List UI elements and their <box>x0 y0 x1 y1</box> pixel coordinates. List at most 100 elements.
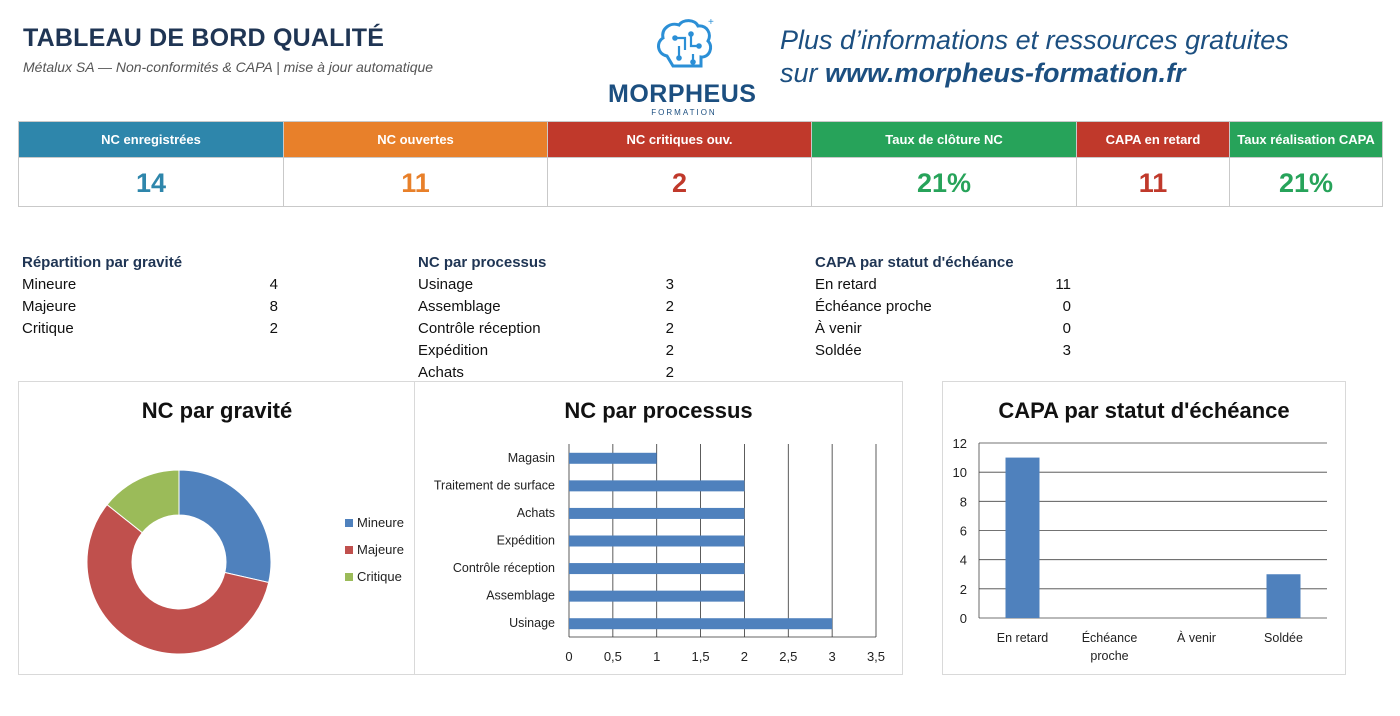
summary-row: Critique 2 <box>22 318 278 340</box>
summary-row: Expédition 2 <box>418 340 674 362</box>
panel-processus: NC par processus 0 0,5 1 1,5 2 2,5 3 3,5 Usinage… <box>414 381 903 675</box>
x-category-label: En retard <box>997 631 1048 645</box>
summary-label: Assemblage <box>418 298 501 315</box>
kpi-nc-enregistrees: NC enregistrées 14 <box>19 122 284 206</box>
promo-text: Plus d’informations et ressources gratui… <box>780 24 1289 90</box>
y-category-label: Achats <box>517 506 555 520</box>
bar-4 <box>569 507 745 519</box>
summary-row: Usinage 3 <box>418 274 674 296</box>
summary-label: Expédition <box>418 342 489 359</box>
brand-logo[interactable]: + MORPHEUS FORMATION <box>608 16 768 117</box>
summary-label: Achats <box>418 364 464 381</box>
chart-processus: 0 0,5 1 1,5 2 2,5 3 3,5 Usinage Assemblage Contrôl… <box>434 444 885 664</box>
x-tick-label: 2,5 <box>779 649 797 664</box>
kpi-value: 21% <box>1230 157 1382 206</box>
summary-label: Mineure <box>22 276 77 293</box>
x-tick-label: 2 <box>741 649 748 664</box>
summary-value: 8 <box>269 298 278 315</box>
bar-0 <box>569 618 833 630</box>
donut-slice-mineure <box>178 469 272 584</box>
kpi-label: NC critiques ouv. <box>548 122 811 157</box>
legend-swatch <box>345 573 353 581</box>
summary-value: 4 <box>269 276 278 293</box>
promo-line-2: sur www.morpheus-formation.fr <box>780 57 1289 90</box>
page-subtitle: Métalux SA — Non-conformités & CAPA | mi… <box>23 59 434 75</box>
donut-slice-critique <box>106 469 180 534</box>
kpi-row: NC enregistrées 14 NC ouvertes 11 NC cri… <box>18 121 1383 207</box>
kpi-value: 14 <box>19 157 283 206</box>
chart-title: CAPA par statut d'échéance <box>998 398 1290 423</box>
legend-label: Critique <box>357 569 402 584</box>
summary-processus: NC par processus Usinage 3 Assemblage 2 Co… <box>418 252 674 384</box>
summary-value: 2 <box>665 320 674 337</box>
summary-label: Usinage <box>418 276 474 293</box>
kpi-value: 11 <box>284 157 547 206</box>
svg-text:+: + <box>708 17 714 28</box>
page-title: TABLEAU DE BORD QUALITÉ <box>23 24 385 52</box>
summary-label: Contrôle réception <box>418 320 541 337</box>
brand-subtitle: FORMATION <box>651 108 717 117</box>
brain-circuit-icon: + <box>657 17 714 68</box>
promo-url-link[interactable]: www.morpheus-formation.fr <box>825 58 1186 88</box>
summary-row: Contrôle réception 2 <box>418 318 674 340</box>
summary-label: À venir <box>815 320 862 337</box>
kpi-nc-critiques: NC critiques ouv. 2 <box>548 122 812 206</box>
x-tick-label: 1 <box>653 649 660 664</box>
summary-gravite: Répartition par gravité Mineure 4 Majeure… <box>22 252 278 340</box>
y-category-label: Expédition <box>497 534 555 548</box>
promo-line-1: Plus d’informations et ressources gratui… <box>780 25 1289 55</box>
summary-value: 3 <box>665 276 674 293</box>
y-tick-label: 4 <box>960 553 967 568</box>
summary-value: 2 <box>665 298 674 315</box>
summary-value: 0 <box>1062 320 1071 337</box>
x-tick-label: 1,5 <box>692 649 710 664</box>
panel-gravite: NC par gravité Mineure Majeure Critique <box>18 381 416 675</box>
y-category-label: Usinage <box>509 616 555 630</box>
summary-row: En retard 11 <box>815 274 1071 296</box>
kpi-label: NC ouvertes <box>284 122 547 157</box>
x-category-label: Soldée <box>1264 631 1303 645</box>
legend-swatch <box>345 546 353 554</box>
bar-6 <box>569 452 657 464</box>
summary-value: 11 <box>1055 276 1071 293</box>
brand-name: MORPHEUS <box>608 80 757 108</box>
y-tick-label: 0 <box>960 611 967 626</box>
y-tick-label: 2 <box>960 582 967 597</box>
promo-prefix: sur <box>780 58 826 88</box>
chart-gravite: Mineure Majeure Critique <box>86 469 404 655</box>
kpi-value: 21% <box>812 157 1076 206</box>
summary-label: En retard <box>815 276 877 293</box>
summary-value: 0 <box>1062 298 1071 315</box>
legend-label: Mineure <box>357 515 404 530</box>
kpi-nc-ouvertes: NC ouvertes 11 <box>284 122 548 206</box>
y-category-label: Contrôle réception <box>453 561 555 575</box>
legend-label: Majeure <box>357 542 404 557</box>
bar-3 <box>569 535 745 547</box>
summary-title: Répartition par gravité <box>22 254 183 271</box>
summary-title: NC par processus <box>418 254 547 271</box>
kpi-taux-cloture: Taux de clôture NC 21% <box>812 122 1077 206</box>
y-category-label: Magasin <box>508 451 555 465</box>
x-tick-label: 3,5 <box>867 649 885 664</box>
summary-row: Soldée 3 <box>815 340 1071 362</box>
summary-row: Échéance proche 0 <box>815 296 1071 318</box>
x-tick-label: 3 <box>829 649 836 664</box>
kpi-capa-retard: CAPA en retard 11 <box>1077 122 1230 206</box>
bar-1 <box>569 590 745 602</box>
chart-capa: 0 2 4 6 8 10 12 En retard Échéance proche À venir S… <box>953 436 1327 663</box>
bar-0 <box>1005 457 1040 618</box>
kpi-label: CAPA en retard <box>1077 122 1229 157</box>
summary-row: À venir 0 <box>815 318 1071 340</box>
summary-capa: CAPA par statut d'échéance En retard 11 É… <box>815 252 1071 362</box>
chart-title: NC par gravité <box>141 398 293 423</box>
x-category-label: Échéance <box>1082 630 1138 645</box>
summary-value: 3 <box>1062 342 1071 359</box>
donut-slice-majeure <box>86 503 270 655</box>
bar-2 <box>569 563 745 575</box>
summary-value: 2 <box>665 364 674 381</box>
x-category-label-line2: proche <box>1090 649 1128 663</box>
kpi-label: Taux de clôture NC <box>812 122 1076 157</box>
kpi-label: Taux réalisation CAPA <box>1230 122 1382 157</box>
bar-5 <box>569 480 745 492</box>
summary-title: CAPA par statut d'échéance <box>815 254 1014 271</box>
